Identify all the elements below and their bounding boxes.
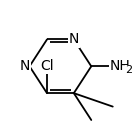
- Text: Cl: Cl: [40, 59, 54, 73]
- Text: N: N: [19, 59, 30, 73]
- Text: NH: NH: [110, 59, 131, 73]
- Text: 2: 2: [126, 65, 133, 75]
- Text: N: N: [69, 32, 79, 47]
